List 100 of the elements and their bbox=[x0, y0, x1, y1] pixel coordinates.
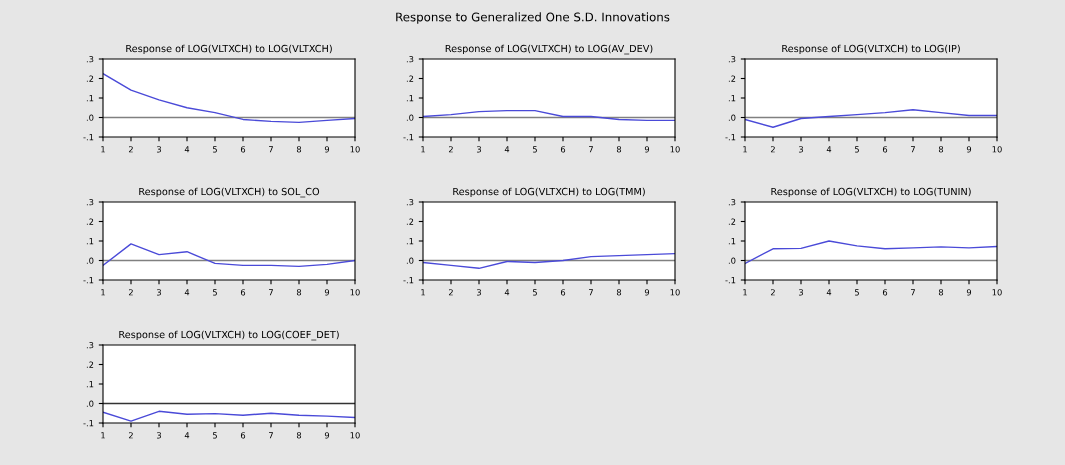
y-tick-label: .2 bbox=[86, 361, 94, 368]
x-tick-label: 10 bbox=[350, 289, 360, 296]
y-tick-label: .2 bbox=[406, 75, 414, 82]
x-tick-label: 1 bbox=[421, 289, 425, 296]
x-tick-label: 8 bbox=[616, 289, 622, 296]
x-tick-label: 10 bbox=[670, 289, 680, 296]
x-tick-label: 9 bbox=[644, 146, 650, 153]
y-tick-label: .0 bbox=[86, 257, 94, 264]
y-tick-label: .3 bbox=[86, 55, 94, 63]
x-tick-label: 7 bbox=[589, 289, 593, 296]
x-tick-label: 1 bbox=[101, 289, 105, 296]
x-tick-label: 9 bbox=[966, 289, 972, 296]
chart-title: Response of LOG(VLTXCH) to SOL_CO bbox=[139, 187, 320, 198]
x-tick-label: 6 bbox=[882, 289, 888, 296]
y-tick-label: .2 bbox=[406, 218, 414, 225]
y-tick-label: .1 bbox=[728, 238, 736, 245]
chart-title: Response of LOG(VLTXCH) to LOG(TMM) bbox=[453, 187, 645, 198]
x-tick-label: 4 bbox=[504, 146, 510, 153]
x-tick-label: 1 bbox=[101, 146, 105, 153]
x-tick-label: 6 bbox=[560, 146, 566, 153]
x-tick-label: 3 bbox=[476, 146, 481, 153]
line-series bbox=[103, 243, 355, 268]
x-tick-label: 7 bbox=[269, 289, 273, 296]
y-tick-label: .1 bbox=[728, 95, 736, 102]
x-tick-label: 5 bbox=[854, 289, 859, 296]
y-tick-label: .3 bbox=[406, 198, 414, 206]
x-tick-label: 10 bbox=[992, 146, 1002, 153]
x-tick-label: 3 bbox=[156, 146, 161, 153]
y-tick-label: .3 bbox=[728, 198, 736, 206]
x-tick-label: 10 bbox=[350, 432, 360, 439]
x-tick-label: 9 bbox=[324, 432, 330, 439]
x-tick-label: 5 bbox=[212, 432, 217, 439]
line-series bbox=[423, 109, 675, 122]
x-tick-label: 6 bbox=[240, 432, 246, 439]
chart-title: Response of LOG(VLTXCH) to LOG(TUNIN) bbox=[771, 187, 971, 198]
x-tick-label: 1 bbox=[421, 146, 425, 153]
y-tick-label: .1 bbox=[86, 95, 94, 102]
y-tick-label: -.1 bbox=[83, 134, 94, 141]
x-tick-label: 3 bbox=[476, 289, 481, 296]
x-tick-label: 3 bbox=[798, 289, 803, 296]
y-tick-label: .0 bbox=[86, 400, 94, 407]
x-tick-label: 2 bbox=[448, 289, 453, 296]
y-tick-label: -.1 bbox=[83, 420, 94, 427]
x-tick-label: 8 bbox=[938, 146, 944, 153]
y-tick-label: .2 bbox=[86, 75, 94, 82]
x-tick-label: 7 bbox=[911, 146, 915, 153]
x-tick-label: 4 bbox=[826, 146, 832, 153]
y-tick-label: -.1 bbox=[403, 134, 414, 141]
x-tick-label: 7 bbox=[911, 289, 915, 296]
x-tick-label: 3 bbox=[156, 432, 161, 439]
x-tick-label: 4 bbox=[184, 146, 190, 153]
x-tick-label: 9 bbox=[324, 289, 330, 296]
y-tick-label: .3 bbox=[86, 341, 94, 349]
y-tick-label: -.1 bbox=[403, 277, 414, 284]
x-tick-label: 4 bbox=[826, 289, 832, 296]
y-tick-label: -.1 bbox=[83, 277, 94, 284]
x-tick-label: 2 bbox=[128, 432, 133, 439]
x-tick-label: 2 bbox=[770, 289, 775, 296]
x-tick-label: 2 bbox=[128, 146, 133, 153]
x-tick-label: 2 bbox=[448, 146, 453, 153]
x-tick-label: 1 bbox=[743, 146, 747, 153]
x-tick-label: 5 bbox=[212, 146, 217, 153]
x-tick-label: 8 bbox=[296, 289, 302, 296]
x-tick-label: 4 bbox=[184, 289, 190, 296]
y-tick-label: .3 bbox=[728, 55, 736, 63]
line-series bbox=[745, 109, 997, 128]
y-tick-label: -.1 bbox=[725, 277, 736, 284]
x-tick-label: 5 bbox=[854, 146, 859, 153]
y-tick-label: .3 bbox=[86, 198, 94, 206]
x-tick-label: 8 bbox=[296, 432, 302, 439]
x-tick-label: 4 bbox=[504, 289, 510, 296]
y-tick-label: .0 bbox=[406, 114, 414, 121]
x-tick-label: 6 bbox=[240, 146, 246, 153]
line-series bbox=[423, 252, 675, 269]
x-tick-label: 4 bbox=[184, 432, 190, 439]
text: Response to Generalized One S.D. Innovations bbox=[396, 12, 670, 24]
y-tick-label: .3 bbox=[406, 55, 414, 63]
chart-title: Response of LOG(VLTXCH) to LOG(IP) bbox=[782, 44, 960, 55]
y-tick-label: .0 bbox=[86, 114, 94, 121]
y-tick-label: -.1 bbox=[725, 134, 736, 141]
x-tick-label: 6 bbox=[240, 289, 246, 296]
y-tick-label: .0 bbox=[406, 257, 414, 264]
x-tick-label: 5 bbox=[532, 289, 537, 296]
x-tick-label: 3 bbox=[798, 146, 803, 153]
x-tick-label: 5 bbox=[532, 146, 537, 153]
x-tick-label: 8 bbox=[616, 146, 622, 153]
x-tick-label: 7 bbox=[269, 432, 273, 439]
y-tick-label: .0 bbox=[728, 114, 736, 121]
x-tick-label: 6 bbox=[560, 289, 566, 296]
y-tick-label: .2 bbox=[728, 218, 736, 225]
x-tick-label: 1 bbox=[743, 289, 747, 296]
y-tick-label: .1 bbox=[406, 95, 414, 102]
x-tick-label: 7 bbox=[589, 146, 593, 153]
x-tick-label: 5 bbox=[212, 289, 217, 296]
x-tick-label: 6 bbox=[882, 146, 888, 153]
chart-title: Response of LOG(VLTXCH) to LOG(AV_DEV) bbox=[445, 44, 653, 55]
y-tick-label: .2 bbox=[728, 75, 736, 82]
x-tick-label: 8 bbox=[938, 289, 944, 296]
x-tick-label: 10 bbox=[992, 289, 1002, 296]
x-tick-label: 10 bbox=[670, 146, 680, 153]
